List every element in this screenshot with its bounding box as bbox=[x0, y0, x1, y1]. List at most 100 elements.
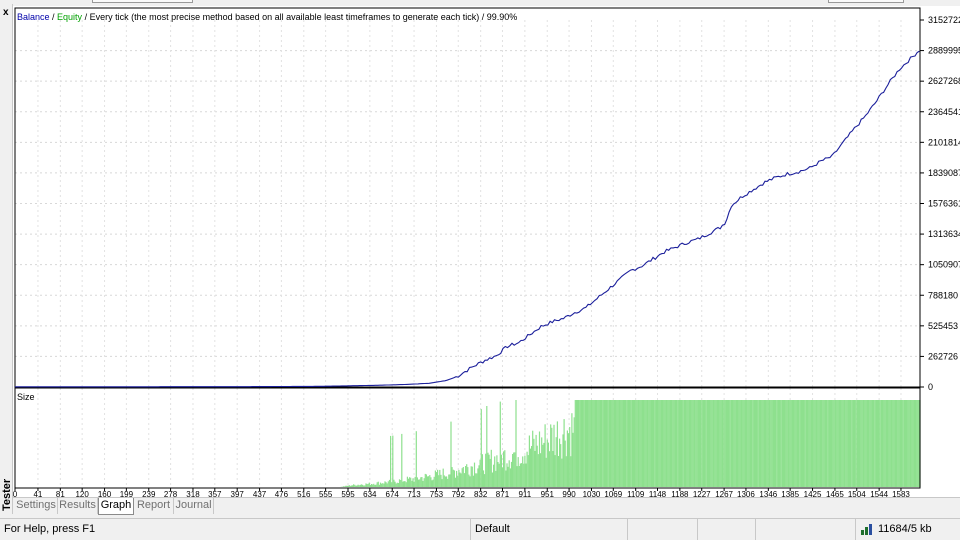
size-bar bbox=[450, 421, 452, 487]
size-bar bbox=[403, 481, 405, 487]
size-bar bbox=[721, 400, 723, 487]
size-bar bbox=[674, 400, 676, 487]
size-bar bbox=[679, 400, 682, 487]
size-bar bbox=[686, 400, 688, 487]
size-bar bbox=[468, 474, 470, 487]
size-bar bbox=[778, 400, 780, 487]
size-bar bbox=[753, 400, 755, 487]
size-bar bbox=[819, 400, 821, 487]
size-bar bbox=[583, 400, 585, 487]
size-bar bbox=[812, 400, 814, 487]
size-bar bbox=[818, 400, 820, 487]
title-part-0: Balance bbox=[17, 12, 50, 22]
size-bar bbox=[534, 450, 536, 487]
x-tick-label: 1030 bbox=[583, 490, 601, 498]
size-bar bbox=[374, 485, 376, 487]
size-bar bbox=[578, 400, 580, 487]
size-bar bbox=[348, 485, 350, 487]
x-tick-label: 120 bbox=[75, 490, 89, 498]
size-bar bbox=[748, 400, 750, 487]
size-bar bbox=[632, 400, 635, 487]
size-bar bbox=[545, 457, 547, 487]
size-bar bbox=[803, 400, 805, 487]
size-bar bbox=[520, 463, 523, 487]
size-bar bbox=[654, 400, 656, 487]
size-bar bbox=[862, 400, 864, 487]
size-bar bbox=[571, 413, 573, 487]
size-bar bbox=[372, 484, 374, 487]
size-bar bbox=[611, 400, 613, 487]
size-bar bbox=[421, 477, 423, 487]
size-bar bbox=[822, 400, 824, 487]
tab-report[interactable]: Report bbox=[134, 498, 174, 514]
size-bar bbox=[574, 400, 576, 487]
size-bar bbox=[593, 400, 595, 487]
size-bar bbox=[840, 400, 842, 487]
window-tab-stub[interactable] bbox=[828, 0, 904, 3]
size-bar bbox=[343, 486, 345, 487]
size-bar bbox=[798, 400, 800, 487]
size-bar bbox=[413, 481, 415, 487]
size-bar bbox=[373, 483, 375, 487]
size-bar bbox=[834, 400, 836, 487]
size-bar bbox=[694, 400, 696, 487]
size-bar bbox=[828, 400, 830, 487]
size-bar bbox=[697, 400, 699, 487]
size-bar bbox=[754, 400, 757, 487]
size-bar bbox=[743, 400, 745, 487]
size-bar bbox=[599, 400, 601, 487]
size-bar bbox=[846, 400, 848, 487]
size-bar bbox=[869, 400, 871, 487]
x-tick-label: 753 bbox=[430, 490, 444, 498]
close-icon[interactable]: x bbox=[3, 7, 9, 18]
size-bar bbox=[782, 400, 785, 487]
tab-journal[interactable]: Journal bbox=[174, 498, 214, 514]
size-bar bbox=[613, 400, 616, 487]
size-bar bbox=[887, 400, 889, 487]
tab-graph[interactable]: Graph bbox=[98, 498, 134, 515]
size-bar bbox=[434, 470, 436, 487]
size-bar bbox=[696, 400, 698, 487]
tab-settings[interactable]: Settings bbox=[15, 498, 58, 514]
size-bar bbox=[410, 477, 412, 487]
size-bar bbox=[714, 400, 716, 487]
size-bar bbox=[797, 400, 799, 487]
size-bar bbox=[752, 400, 754, 487]
size-bar bbox=[438, 475, 440, 487]
size-bar bbox=[426, 476, 429, 487]
size-bar bbox=[658, 400, 660, 487]
size-bar bbox=[621, 400, 623, 487]
size-bar bbox=[910, 400, 912, 487]
size-bar bbox=[644, 400, 646, 487]
tester-side-panel: x Tester bbox=[0, 4, 13, 514]
size-bar bbox=[809, 400, 811, 487]
size-bar bbox=[767, 400, 769, 487]
size-bar bbox=[880, 400, 882, 487]
size-bar bbox=[394, 481, 396, 487]
window-tab-stub[interactable] bbox=[92, 0, 193, 3]
size-bar bbox=[617, 400, 619, 487]
size-bar bbox=[433, 476, 435, 487]
size-bar bbox=[882, 400, 884, 487]
size-bar bbox=[538, 431, 541, 487]
size-bar bbox=[411, 480, 413, 487]
size-bar bbox=[487, 452, 489, 487]
size-bar bbox=[490, 449, 492, 487]
size-bar bbox=[606, 400, 608, 487]
size-bar bbox=[504, 450, 506, 487]
size-bar bbox=[631, 400, 633, 487]
y-tick-label: 1313634 bbox=[928, 229, 960, 239]
size-bar bbox=[670, 400, 673, 487]
size-bar bbox=[751, 400, 753, 487]
size-bar bbox=[780, 400, 782, 487]
tab-results[interactable]: Results bbox=[58, 498, 98, 514]
size-bar bbox=[645, 400, 647, 487]
size-bar bbox=[623, 400, 626, 487]
size-bar bbox=[879, 400, 881, 487]
size-bar bbox=[907, 400, 909, 487]
size-bar bbox=[514, 452, 516, 487]
size-bar bbox=[685, 400, 687, 487]
size-bar bbox=[393, 479, 395, 487]
size-bar bbox=[719, 400, 721, 487]
